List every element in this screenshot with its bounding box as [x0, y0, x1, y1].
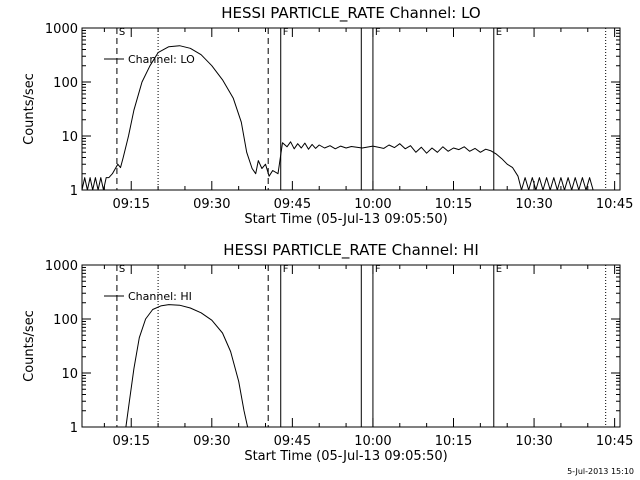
y-axis-label: Counts/sec: [22, 73, 37, 145]
y-tick-label: 10: [61, 367, 78, 382]
y-tick-label: 100: [53, 313, 78, 328]
x-tick-label: 10:30: [515, 197, 552, 212]
plot-frame: [81, 264, 621, 428]
x-tick-label: 10:15: [435, 197, 472, 212]
plot-frame: [81, 27, 621, 191]
x-tick-label: 10:15: [435, 434, 472, 449]
flag-label: F: [375, 27, 381, 38]
y-tick-label: 1000: [45, 259, 78, 274]
flag-label: F: [375, 264, 381, 275]
x-tick-label: 10:00: [354, 434, 391, 449]
x-tick-label: 09:15: [113, 197, 150, 212]
flag-label: S: [119, 264, 125, 275]
x-axis-label: Start Time (05-Jul-13 09:05:50): [244, 449, 447, 464]
x-axis-label: Start Time (05-Jul-13 09:05:50): [244, 212, 447, 227]
x-tick-label: 10:00: [354, 197, 391, 212]
series-line: [81, 45, 594, 191]
y-tick-label: 1: [70, 184, 78, 199]
y-tick-label: 1: [70, 421, 78, 436]
x-tick-label: 09:45: [274, 197, 311, 212]
x-tick-label: 09:45: [274, 434, 311, 449]
chart-title: HESSI PARTICLE_RATE Channel: LO: [221, 4, 480, 23]
flag-label: F: [283, 264, 289, 275]
y-axis-label: Counts/sec: [22, 310, 37, 382]
flag-label: E: [496, 264, 502, 275]
legend-label: Channel: HI: [128, 290, 192, 303]
chart-panel-hi: HESSI PARTICLE_RATE Channel: HI 1 10 100 100…: [22, 241, 633, 464]
x-tick-label: 10:30: [515, 434, 552, 449]
chart-panel-lo: HESSI PARTICLE_RATE Channel: LO 1 10 100 100…: [22, 4, 633, 227]
x-tick-label: 09:30: [193, 197, 230, 212]
flag-label: S: [119, 27, 125, 38]
x-tick-label: 10:45: [596, 434, 633, 449]
flag-label: E: [496, 27, 502, 38]
y-tick-label: 100: [53, 76, 78, 91]
x-tick-label: 10:45: [596, 197, 633, 212]
legend-label: Channel: LO: [128, 53, 195, 66]
x-tick-label: 09:30: [193, 434, 230, 449]
series-line: [125, 304, 249, 428]
y-tick-label: 1000: [45, 22, 78, 37]
x-tick-label: 09:15: [113, 434, 150, 449]
flag-label: F: [283, 27, 289, 38]
chart-title: HESSI PARTICLE_RATE Channel: HI: [223, 241, 479, 260]
y-tick-label: 10: [61, 130, 78, 145]
date-stamp: 5-Jul-2013 15:10: [567, 467, 634, 476]
